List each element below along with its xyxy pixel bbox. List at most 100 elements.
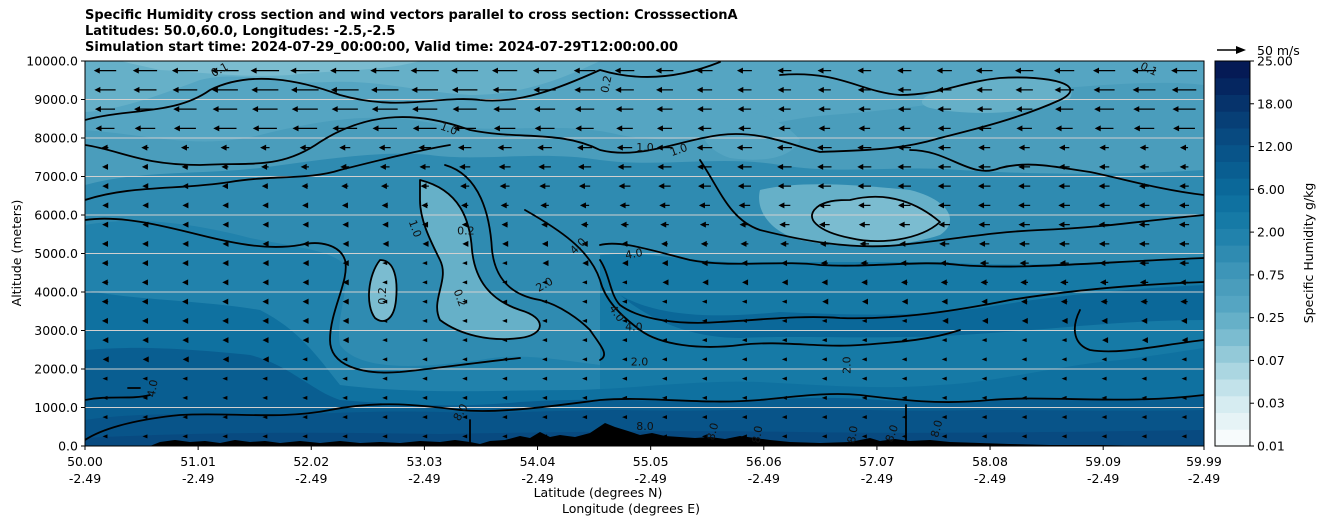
wind-vector [1015, 86, 1033, 93]
title-line-1: Specific Humidity cross section and wind… [85, 8, 738, 23]
wind-vector [172, 86, 198, 93]
wind-vector [213, 125, 237, 132]
wind-vector [1098, 163, 1110, 170]
wind-vector [578, 183, 591, 190]
colorbar-tick-label: 25.00 [1257, 54, 1293, 69]
wind-vector [372, 125, 397, 132]
terrain-shape [150, 423, 1150, 446]
wind-vector [1058, 221, 1070, 228]
x-axis-label-latitude: Latitude (degrees N) [534, 485, 663, 500]
wind-vector [821, 415, 827, 420]
vector-key: 50 m/s [1217, 43, 1300, 58]
wind-vector [1054, 86, 1074, 93]
wind-vector [342, 337, 349, 344]
contour-label: 4.0 [624, 246, 643, 262]
wind-vector [577, 163, 592, 170]
colorbar-frame [1214, 60, 1251, 447]
wind-vector [1139, 279, 1149, 286]
wind-vector [422, 415, 428, 420]
wind-vector [421, 202, 429, 209]
wind-vector [1018, 183, 1031, 190]
y-tick-label: 9000.0 [34, 92, 78, 107]
wind-vector [1181, 415, 1187, 420]
wind-vector [1139, 163, 1149, 170]
wind-vector [582, 376, 588, 381]
wind-vector [302, 298, 309, 305]
colorbar-swatch [1215, 328, 1250, 347]
wind-vector [182, 356, 189, 363]
wind-vector [778, 125, 791, 132]
wind-vector [540, 202, 549, 209]
wind-vector [781, 357, 787, 362]
wind-vector [818, 125, 831, 132]
wind-vector [492, 86, 517, 93]
wind-vector [582, 318, 588, 323]
wind-vector [382, 261, 388, 266]
wind-vector [1061, 317, 1068, 324]
wind-vector [1181, 376, 1187, 381]
grid-lines [85, 99, 1204, 408]
wind-vector [330, 67, 360, 74]
wind-vector [660, 221, 669, 228]
wind-vector [382, 357, 388, 362]
wind-vector [696, 67, 713, 74]
wind-vector [499, 183, 510, 190]
contour-label: 0.2 [451, 288, 469, 309]
wind-vector [182, 376, 188, 381]
wind-vector [171, 67, 198, 74]
wind-vector [302, 337, 309, 344]
wind-vector [781, 395, 787, 400]
wind-vector [542, 299, 548, 304]
wind-vector [657, 163, 672, 170]
wind-vector [1018, 221, 1030, 228]
wind-vector [658, 183, 671, 190]
wind-vector [422, 434, 428, 439]
wind-vector [741, 376, 747, 381]
wind-vector [141, 298, 148, 305]
wind-vector [211, 67, 239, 74]
contour-label: 1.0 [668, 141, 689, 159]
wind-vector [937, 183, 951, 190]
wind-vector [252, 106, 278, 113]
wind-vector [1141, 415, 1147, 420]
wind-vector [182, 317, 189, 324]
colorbar-swatch [1215, 312, 1250, 330]
wind-vector [1093, 86, 1115, 93]
wind-vector [420, 183, 429, 190]
wind-vector [739, 221, 750, 228]
wind-vector [615, 86, 634, 93]
wind-vector [821, 434, 827, 439]
wind-vector [261, 163, 269, 170]
wind-vector [302, 240, 309, 247]
wind-vector [261, 183, 268, 190]
wind-vector [981, 395, 987, 400]
wind-vector [701, 415, 707, 420]
wind-vector [1181, 337, 1188, 344]
wind-vector [1061, 415, 1067, 420]
contour-line [524, 209, 961, 348]
wind-vector [575, 125, 594, 132]
colorbar-swatch [1215, 395, 1250, 414]
wind-vector [460, 183, 470, 190]
wind-vector [382, 338, 388, 343]
wind-vector [461, 202, 469, 209]
contour-label: 8.0 [750, 425, 766, 444]
wind-vector [302, 434, 308, 439]
wind-vector [661, 240, 668, 247]
contour-labels: 0.10.20.11.01.0 1.01.0 0.24.0 4.00.2 0.22.04… [145, 61, 1160, 444]
wind-vector [1171, 67, 1197, 74]
wind-vector [818, 106, 831, 113]
wind-vector [898, 125, 911, 132]
wind-vector [975, 67, 993, 74]
wind-vector [655, 67, 674, 74]
wind-vector [818, 202, 831, 209]
colorbar-swatch [1215, 278, 1250, 296]
wind-vector [661, 357, 667, 362]
x-tick-label-lon: -2.49 [748, 471, 780, 486]
wind-vector [302, 415, 308, 420]
x-tick-label-lat: 59.09 [1085, 454, 1121, 469]
wind-vector [937, 125, 951, 132]
wind-vector [941, 298, 948, 305]
wind-vector [102, 376, 108, 381]
wind-vector [452, 106, 477, 113]
